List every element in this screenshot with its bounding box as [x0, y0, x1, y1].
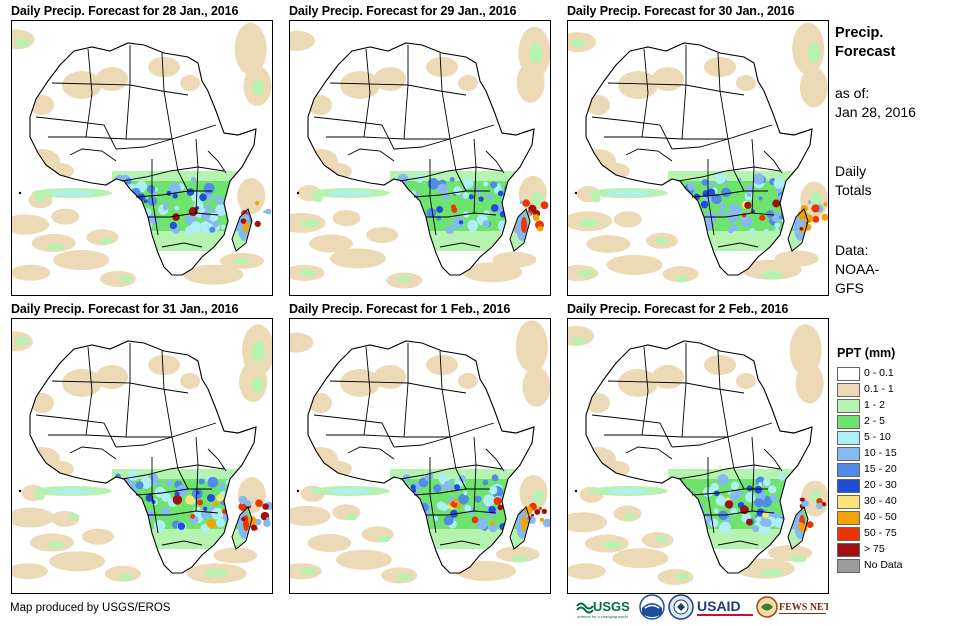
precip-map-canvas: [568, 22, 828, 283]
panel-title: Daily Precip. Forecast for 2 Feb., 2016: [567, 302, 789, 316]
usaid-logo: USAID: [697, 598, 753, 616]
logo-strip: USGS science for a changing world USAID …: [576, 594, 828, 620]
precip-map: [567, 20, 829, 296]
credit-text: Map produced by USGS/EROS: [10, 602, 171, 614]
noaa-logo: [639, 594, 665, 620]
legend-label: 0 - 0.1: [864, 367, 894, 379]
map-panel-5: Daily Precip. Forecast for 1 Feb., 2016: [289, 302, 551, 594]
data-line2: NOAA-: [835, 261, 880, 277]
data-line1: Data:: [835, 242, 869, 258]
legend-swatch: [837, 415, 860, 429]
fewsnet-logo: FEWS NET: [756, 596, 828, 618]
dhs-seal-logo: [668, 594, 694, 620]
legend-label: 0.1 - 1: [864, 383, 894, 395]
legend-swatch: [837, 479, 860, 493]
precip-map: [567, 318, 829, 594]
legend-label: 1 - 2: [864, 399, 886, 411]
precip-map-canvas: [290, 26, 550, 289]
legend-swatch: [837, 559, 860, 573]
precip-map: [289, 318, 551, 594]
legend-label: > 75: [864, 543, 885, 555]
asof-label: as of:: [835, 85, 870, 101]
legend-swatch: [837, 367, 860, 381]
panel-title: Daily Precip. Forecast for 30 Jan., 2016: [567, 4, 795, 18]
legend-swatch: [837, 431, 860, 445]
precip-map-canvas: [568, 324, 828, 586]
legend-label: 20 - 30: [864, 479, 897, 491]
panel-title: Daily Precip. Forecast for 29 Jan., 2016: [289, 4, 517, 18]
legend-swatch: [837, 399, 860, 413]
panel-title: Daily Precip. Forecast for 28 Jan., 2016: [11, 4, 239, 18]
precip-map: [11, 318, 273, 594]
legend-label: No Data: [864, 559, 903, 571]
data-line3: GFS: [835, 280, 864, 296]
legend-swatch: [837, 511, 860, 525]
asof-date: Jan 28, 2016: [835, 104, 916, 120]
legend-swatch: [837, 527, 860, 541]
precip-map: [11, 20, 273, 296]
precip-map-canvas: [290, 320, 550, 584]
legend-swatch: [837, 383, 860, 397]
sidebar-totals: Daily Totals: [835, 162, 872, 200]
sidebar-title: Precip. Forecast: [835, 24, 895, 62]
totals-line2: Totals: [835, 182, 872, 198]
map-panel-6: Daily Precip. Forecast for 2 Feb., 2016: [567, 302, 829, 594]
legend-label: 30 - 40: [864, 495, 897, 507]
legend-title: PPT (mm): [837, 346, 896, 360]
totals-line1: Daily: [835, 163, 867, 179]
legend-swatch: [837, 543, 860, 557]
legend-label: 10 - 15: [864, 447, 897, 459]
sidebar-asof: as of: Jan 28, 2016: [835, 84, 916, 122]
legend-swatch: [837, 495, 860, 509]
map-panel-1: Daily Precip. Forecast for 28 Jan., 2016: [11, 4, 273, 296]
usaid-logo-text: USAID: [697, 598, 741, 614]
sidebar-data-source: Data: NOAA- GFS: [835, 241, 879, 298]
usgs-logo: USGS science for a changing world: [576, 599, 630, 619]
legend-label: 40 - 50: [864, 511, 897, 523]
legend-swatch: [837, 447, 860, 461]
sidebar-title-line1: Precip.: [835, 25, 884, 41]
panel-title: Daily Precip. Forecast for 31 Jan., 2016: [11, 302, 239, 316]
sidebar-title-line2: Forecast: [835, 44, 896, 60]
panel-title: Daily Precip. Forecast for 1 Feb., 2016: [289, 302, 511, 316]
precip-map: [289, 20, 551, 296]
precip-map-canvas: [12, 324, 272, 584]
legend-label: 2 - 5: [864, 415, 886, 427]
fewsnet-logo-text: FEWS NET: [779, 602, 828, 613]
usgs-logo-text: USGS: [593, 599, 630, 614]
precip-map-canvas: [12, 22, 272, 287]
legend-swatch: [837, 463, 860, 477]
usgs-tagline: science for a changing world: [577, 614, 628, 619]
legend-label: 15 - 20: [864, 463, 897, 475]
legend-label: 5 - 10: [864, 431, 891, 443]
legend-label: 50 - 75: [864, 527, 897, 539]
map-panel-3: Daily Precip. Forecast for 30 Jan., 2016: [567, 4, 829, 296]
map-panel-2: Daily Precip. Forecast for 29 Jan., 2016: [289, 4, 551, 296]
map-panel-4: Daily Precip. Forecast for 31 Jan., 2016: [11, 302, 273, 594]
